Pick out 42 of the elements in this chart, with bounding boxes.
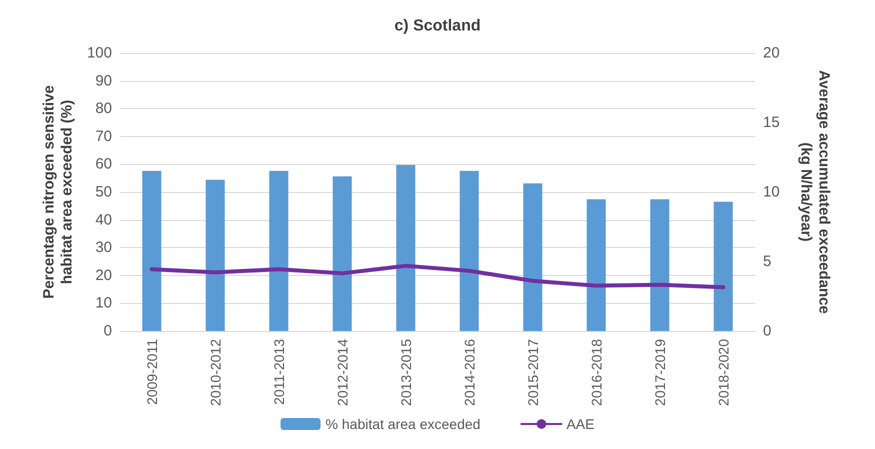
x-tick-label: 2014-2016	[461, 338, 478, 406]
bar	[650, 199, 670, 331]
legend-label: % habitat area exceeded	[326, 416, 480, 432]
bar	[332, 176, 352, 331]
y-axis-title: Percentage nitrogen sensitive habitat area exceeded (%)	[40, 85, 76, 299]
y2-tick-label: 0	[763, 322, 772, 340]
bar	[269, 170, 288, 331]
y-tick-label: 100	[86, 44, 112, 62]
bar	[523, 183, 542, 331]
legend-label: AAE	[566, 416, 594, 432]
x-tick-label: 2012-2014	[334, 338, 350, 406]
y-tick-label: 40	[95, 211, 112, 228]
y2-tick-label: 15	[763, 114, 780, 131]
y-tick-label: 50	[95, 184, 112, 200]
x-tick-label: 2009-2011	[144, 338, 160, 405]
y-tick-label: 60	[95, 156, 112, 173]
x-tick-label: 2016-2018	[588, 338, 604, 406]
y-tick-label: 20	[95, 266, 112, 284]
y-tick-label: 0	[104, 322, 112, 340]
bar	[586, 199, 606, 331]
bar	[206, 180, 225, 331]
line-series	[150, 264, 726, 290]
bar	[460, 170, 479, 331]
x-tick-label: 2010-2012	[207, 338, 224, 406]
y2-axis-title: Average accumulated exceedance (kg N/ha/year)	[798, 70, 832, 314]
y2-tick-label: 10	[763, 184, 780, 200]
y2-tick-label: 5	[763, 253, 772, 270]
y-tick-label: 30	[95, 239, 112, 256]
x-tick-label: 2018-2020	[715, 338, 732, 406]
y2-tick-label: 20	[763, 44, 780, 62]
x-tick-label: 2011-2013	[270, 338, 287, 405]
bar	[142, 170, 162, 331]
chart-title: c) Scotland	[394, 18, 481, 34]
x-tick-label: 2013-2015	[398, 338, 414, 406]
x-tick-label: 2017-2019	[652, 338, 668, 406]
y-tick-label: 90	[95, 72, 112, 90]
x-tick-label: 2015-2017	[524, 338, 541, 406]
bar	[714, 202, 733, 331]
bar	[396, 165, 416, 331]
y-tick-label: 70	[95, 128, 112, 145]
y-tick-label: 80	[95, 100, 112, 118]
y-tick-label: 10	[95, 294, 112, 312]
